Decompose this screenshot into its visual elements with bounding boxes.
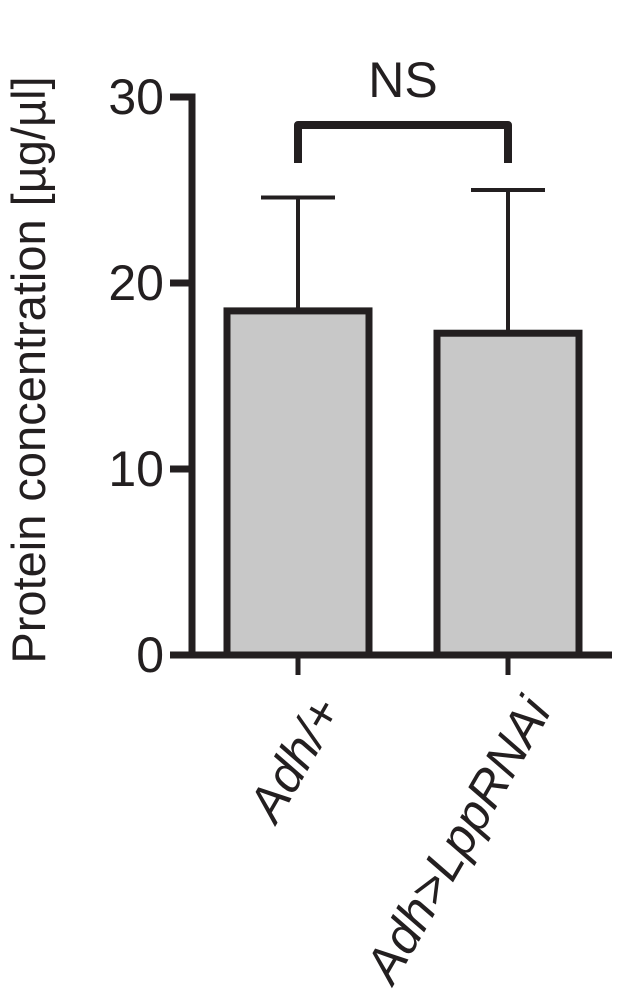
significance-bracket: NS (294, 52, 512, 163)
y-tick-label: 20 (108, 255, 164, 311)
bars-layer (223, 307, 583, 659)
x-ticks-layer: Adh/+ Adh>LppRNAi (236, 655, 563, 994)
error-bars-layer (261, 188, 545, 334)
significance-bracket-line (294, 121, 512, 163)
bar (433, 329, 583, 659)
y-tick-label: 10 (108, 441, 164, 497)
y-tick-label: 30 (108, 69, 164, 125)
significance-label: NS (368, 52, 437, 108)
y-ticks-layer: 0 10 20 30 (108, 69, 192, 683)
x-tick-label: Adh>LppRNAi (353, 686, 563, 994)
bar (223, 307, 373, 659)
axes-layer (188, 93, 612, 659)
y-tick-label: 0 (136, 627, 164, 683)
x-tick-label: Adh/+ (236, 688, 352, 833)
y-axis-label: Protein concentration [µg/µl] (2, 76, 55, 663)
